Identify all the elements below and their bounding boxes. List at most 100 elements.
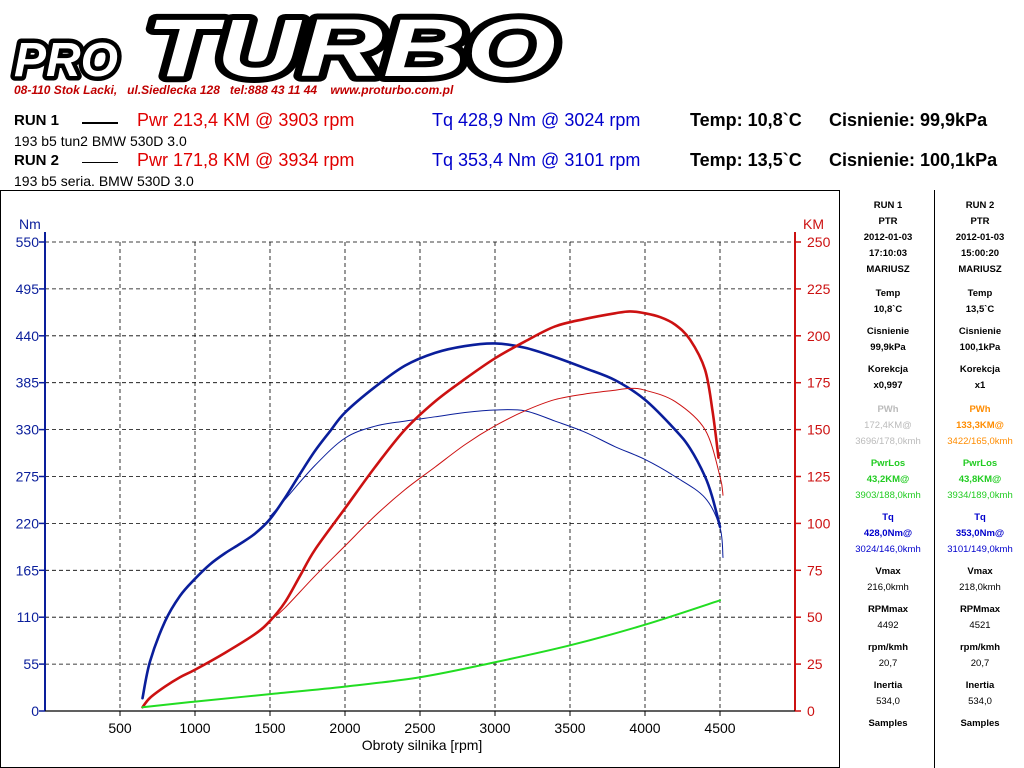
t-run2-cisn-label: Cisnienie [958, 326, 1002, 337]
x-tick-label: 3000 [479, 720, 510, 736]
y-right-tick-label: 100 [807, 515, 831, 531]
t-run1-pwrlos-label: PwrLos [870, 458, 906, 469]
run-2-column: RUN 2 PTR 2012-01-03 15:00:20 MARIUSZ Te… [934, 190, 1024, 768]
t-run1-time: 17:10:03 [868, 248, 908, 259]
t-run1-rpmmax: 4492 [877, 620, 899, 631]
t-run2-rpmkmh-label: rpm/kmh [959, 642, 1001, 653]
x-tick-label: 2000 [329, 720, 360, 736]
t-run1-pwrlos-2: 3903/188,0kmh [855, 490, 921, 501]
run-2-description: 193 b5 seria. BMW 530D 3.0 [14, 173, 194, 189]
t-run1-ptr: PTR [878, 216, 898, 227]
t-run1-samples-label: Samples [868, 718, 908, 729]
run-1-power: Pwr 213,4 KM @ 3903 rpm [137, 110, 355, 130]
run-2-torque: Tq 353,4 Nm @ 3101 rpm [432, 150, 641, 170]
series-line-2 [141, 310, 720, 709]
logo-pro-text: PRO [14, 34, 118, 84]
run-2-power: Pwr 171,8 KM @ 3934 rpm [137, 150, 355, 170]
t-run2-vmax-label: Vmax [967, 566, 993, 577]
t-run2-rpmkmh: 20,7 [970, 658, 990, 669]
y-right-tick-label: 200 [807, 328, 831, 344]
t-run2-rpmmax: 4521 [969, 620, 991, 631]
chart-series [141, 310, 724, 709]
run-1-pressure: Cisnienie: 99,9kPa [829, 110, 988, 130]
y-right-tick-label: 50 [807, 609, 823, 625]
run-2-label: RUN 2 [14, 152, 60, 169]
series-line-4 [141, 599, 721, 709]
x-tick-label: 4500 [704, 720, 735, 736]
t-run1-rpmmax-label: RPMmax [867, 604, 909, 615]
t-run2-pwrlos-2: 3934/189,0kmh [947, 490, 1013, 501]
run-data-table: RUN 1 PTR 2012-01-03 17:10:03 MARIUSZ Te… [843, 190, 1024, 768]
y-right-tick-label: 150 [807, 422, 831, 438]
t-run2-cisn: 100,1kPa [959, 342, 1001, 353]
series-line-0 [141, 342, 722, 700]
t-run1-pwh-label: PWh [877, 404, 899, 415]
y-right-tick-label: 250 [807, 234, 831, 250]
x-tick-label: 1500 [254, 720, 285, 736]
y-left-tick-label: 110 [17, 609, 40, 625]
y-left-tick-label: 440 [16, 328, 40, 344]
run-1-torque: Tq 428,9 Nm @ 3024 rpm [432, 110, 641, 130]
x-axis-label: Obroty silnika [rpm] [362, 737, 483, 753]
y-right-tick-label: 125 [807, 469, 831, 485]
t-run2-date: 2012-01-03 [955, 232, 1005, 243]
t-run1-rpmkmh: 20,7 [878, 658, 898, 669]
t-run2-time: 15:00:20 [960, 248, 1000, 259]
y-left-tick-label: 165 [16, 562, 40, 578]
t-run2-pwh-label: PWh [969, 404, 991, 415]
run-2-line-sample [82, 162, 118, 163]
t-run2-korekcja-label: Korekcja [959, 364, 1001, 375]
t-run1-tq-label: Tq [882, 512, 894, 523]
t-run2-pwrlos-label: PwrLos [962, 458, 998, 469]
proturbo-logo: PRO TURBO [10, 2, 563, 84]
t-run1-cisn-label: Cisnienie [866, 326, 910, 337]
t-run1-tq-2: 3024/146,0kmh [855, 544, 921, 555]
t-run1-pwh-2: 3696/178,0kmh [855, 436, 921, 447]
t-run2-pwh-2: 3422/165,0kmh [947, 436, 1013, 447]
y-left-tick-label: 0 [31, 703, 39, 719]
x-tick-label: 2500 [404, 720, 435, 736]
t-run1-korekcja: x0,997 [873, 380, 903, 391]
t-run1-pwrlos-1: 43,2KM@ [866, 474, 910, 485]
t-run1-inertia-label: Inertia [873, 680, 903, 691]
y-left-tick-label: 220 [16, 515, 40, 531]
chart-ticks: 0 55 110 165 220 275 330 385 440 495 550 0 25 50 75 100… [16, 234, 831, 736]
run-1-summary: RUN 1 Pwr 213,4 KM @ 3903 rpm Tq 428,9 N… [0, 110, 1024, 132]
y-left-tick-label: 275 [16, 469, 40, 485]
x-tick-label: 500 [108, 720, 132, 736]
x-tick-label: 1000 [179, 720, 210, 736]
t-run1-tq-1: 428,0Nm@ [863, 528, 913, 539]
t-run2-inertia-label: Inertia [965, 680, 995, 691]
run-1-label: RUN 1 [14, 112, 60, 129]
y-right-tick-label: 175 [807, 375, 831, 391]
t-run1-operator: MARIUSZ [866, 264, 910, 275]
dyno-chart-panel: 0 55 110 165 220 275 330 385 440 495 550 0 25 50 75 100… [0, 190, 840, 768]
company-address: 08-110 Stok Lacki, ul.Siedlecka 128 tel:… [14, 83, 454, 97]
t-run2-operator: MARIUSZ [958, 264, 1002, 275]
run-1-description: 193 b5 tun2 BMW 530D 3.0 [14, 133, 187, 149]
t-run1-rpmkmh-label: rpm/kmh [867, 642, 909, 653]
t-run1-date: 2012-01-03 [863, 232, 913, 243]
t-run2-temp-label: Temp [967, 288, 993, 299]
t-run1-inertia: 534,0 [876, 696, 900, 707]
y-axis-left-label: Nm [19, 216, 41, 232]
run-2-pressure: Cisnienie: 100,1kPa [829, 150, 998, 170]
y-right-tick-label: 225 [807, 281, 831, 297]
t-run2-title: RUN 2 [965, 200, 995, 211]
y-left-tick-label: 495 [16, 281, 40, 297]
t-run2-tq-1: 353,0Nm@ [955, 528, 1005, 539]
dyno-chart: 0 55 110 165 220 275 330 385 440 495 550 0 25 50 75 100… [16, 216, 831, 753]
run-1-column: RUN 1 PTR 2012-01-03 17:10:03 MARIUSZ Te… [843, 190, 933, 768]
t-run2-korekcja: x1 [974, 380, 986, 391]
logo-turbo-text: TURBO [146, 3, 556, 84]
run-1-line-sample [82, 122, 118, 124]
y-right-tick-label: 0 [807, 703, 815, 719]
t-run1-cisn: 99,9kPa [870, 342, 906, 353]
t-run2-samples-label: Samples [960, 718, 1000, 729]
x-tick-label: 4000 [629, 720, 660, 736]
run-1-temp: Temp: 10,8`C [690, 110, 802, 130]
t-run1-vmax-label: Vmax [875, 566, 901, 577]
x-tick-label: 3500 [554, 720, 585, 736]
t-run1-korekcja-label: Korekcja [867, 364, 909, 375]
y-left-tick-label: 330 [16, 422, 40, 438]
